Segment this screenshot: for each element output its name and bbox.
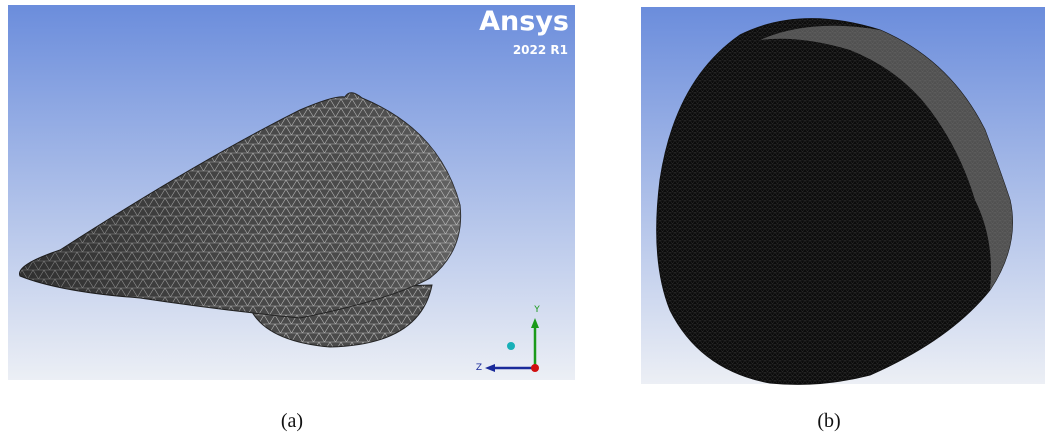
view-dot xyxy=(507,342,515,350)
origin-dot xyxy=(531,364,539,372)
caption: (b) xyxy=(817,410,840,432)
page: {"panels": [ {"logo": {"name": "Ansys", … xyxy=(0,0,1052,441)
z-axis-label: Z xyxy=(476,363,482,373)
logo-version: 2022 R1 xyxy=(513,43,568,57)
logo-name: Ansys xyxy=(479,6,569,37)
caption: (a) xyxy=(281,410,303,432)
y-axis-label: Y xyxy=(533,305,540,315)
figure: Ansys 2022 R1 Y Z (a) (b) xyxy=(0,0,1052,441)
panel-a: Ansys 2022 R1 Y Z (a) xyxy=(8,5,575,432)
panel-b: (b) xyxy=(641,7,1045,432)
